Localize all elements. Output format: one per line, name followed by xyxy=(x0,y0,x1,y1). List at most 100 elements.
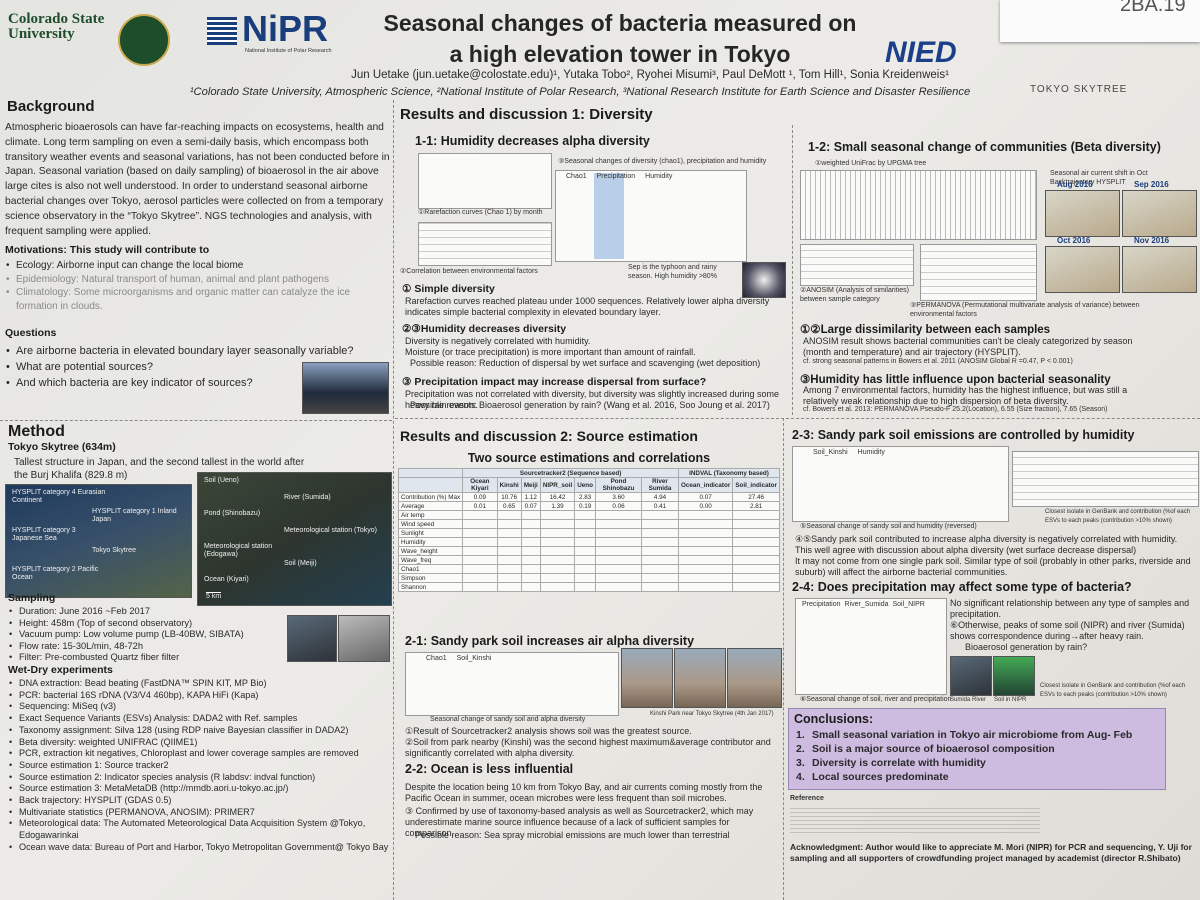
map-label: Ocean (Kiyari) xyxy=(204,576,249,584)
table-cell xyxy=(732,573,780,583)
skytree-logo: TOKYO SKYTREE xyxy=(1030,84,1128,95)
map-label: HYSPLIT category 2 Pacific Ocean xyxy=(12,565,99,581)
caption: Backtrajectory HYSPLIT xyxy=(1050,179,1126,186)
map-label: Pond (Shinobazu) xyxy=(204,510,261,518)
table-row: Wave_freq xyxy=(397,555,780,565)
table-cell xyxy=(539,582,576,592)
table-cell xyxy=(462,546,498,556)
heading: 2-4: Does precipitation may affect some … xyxy=(792,580,1132,594)
table-row: Wave_height xyxy=(397,546,780,556)
table-cell xyxy=(397,468,464,478)
table-cell xyxy=(594,582,643,592)
photo xyxy=(950,656,992,696)
legend-item: Soil in NIPR xyxy=(994,697,1027,703)
list-item: Filter: Pre-combusted Quartz fiber filte… xyxy=(8,652,283,664)
table-cell xyxy=(520,564,541,574)
trajectory-map xyxy=(1122,190,1197,237)
list-item: Source estimation 3: MetaMetaDB (http://… xyxy=(8,783,393,795)
table-group-header: INDVAL (Taxonomy based) xyxy=(677,468,781,478)
table-cell xyxy=(677,555,734,565)
paragraph: This well agree with discussion about al… xyxy=(795,545,1137,555)
heading: Motivations: This study will contribute … xyxy=(5,244,210,256)
table-cell xyxy=(397,477,464,493)
figure: Chao1 Precipitation Humidity xyxy=(555,170,747,262)
map-label: HYSPLIT category 4 Eurasian Continent xyxy=(12,489,106,504)
heading: ① Simple diversity xyxy=(402,283,495,295)
table-cell xyxy=(539,546,576,556)
figure xyxy=(1012,451,1199,507)
trajectory-map xyxy=(1122,246,1197,293)
table-cell xyxy=(677,519,734,529)
table-cell: 2.83 xyxy=(574,492,596,502)
list-item: Flow rate: 15-30L/min, 48-72h xyxy=(8,641,283,653)
motivations: Ecology: Airborne input can change the l… xyxy=(5,259,390,313)
paragraph: ④⑤Sandy park soil contributed to increas… xyxy=(795,534,1178,544)
legend: Precipitation River_Sumida Soil_NIPR xyxy=(802,601,942,610)
paragraph: Possible reason: Bioaerosol generation b… xyxy=(410,400,770,410)
list-item: Height: 458m (Top of second observatory) xyxy=(8,618,283,630)
legend: Chao1 Precipitation Humidity xyxy=(566,173,672,182)
table-cell xyxy=(574,555,596,565)
heading: 2-3: Sandy park soil emissions are contr… xyxy=(792,428,1135,442)
table-row: Ocean Kiyari Kinshi Meiji NIPR_soil Ueno Pond… xyxy=(397,477,780,493)
caption: Seasonal air current shift in Oct xyxy=(1050,170,1148,177)
map-label: Meteorological station (Edogawa) xyxy=(204,543,273,559)
paragraph: Despite the location being 10 km from To… xyxy=(405,782,763,803)
table-row-label: Shannon xyxy=(397,582,464,592)
table-row-label: Air temp xyxy=(397,510,464,520)
table-cell xyxy=(462,564,498,574)
table-cell: 4.94 xyxy=(641,492,679,502)
paragraph: It may not come from one single park soi… xyxy=(795,556,1191,577)
heading: ①②Large dissimilarity between each sampl… xyxy=(800,324,1051,336)
table-cell xyxy=(520,510,541,520)
table-column-header: Kinshi xyxy=(496,477,522,493)
map-title: Oct 2016 xyxy=(1057,236,1091,245)
divider xyxy=(393,100,394,900)
photo xyxy=(674,648,726,708)
legend-item: Soil_NIPR xyxy=(892,601,925,608)
table-cell: 10.76 xyxy=(496,492,522,502)
paragraph: ①Result of Sourcetracker2 analysis shows… xyxy=(405,726,692,736)
questions: Are airborne bacteria in elevated bounda… xyxy=(5,343,390,391)
legend-item: Sumida River xyxy=(950,697,987,703)
divider xyxy=(0,420,392,421)
table-cell: 0.19 xyxy=(574,501,596,511)
list-item: Local sources predominate xyxy=(796,770,949,784)
paragraph: ③ Confirmed by use of taxonomy-based ana… xyxy=(405,806,754,838)
photo-captions: Sumida River Soil in NIPR xyxy=(950,696,1040,705)
csu-logo: Colorado State University xyxy=(8,11,105,42)
map-right: Soil (Ueno) River (Sumida) Pond (Shinobazu… xyxy=(197,472,392,606)
map-label: HYSPLIT category 1 Inland Japan xyxy=(92,508,177,524)
map-label: Meteorological station (Tokyo) xyxy=(284,526,377,534)
photo xyxy=(727,648,782,708)
table-cell xyxy=(594,528,643,538)
table-row-label: Contribution (%) Max xyxy=(397,492,464,502)
table-cell: 0.06 xyxy=(594,501,643,511)
list-item: Beta diversity: weighted UNIFRAC (QIIME1… xyxy=(8,737,393,749)
table-cell xyxy=(496,573,522,583)
badge: 2BA.19 xyxy=(1000,0,1200,42)
list-item: Back trajectory: HYSPLIT (GDAS 0.5) xyxy=(8,795,393,807)
table-cell xyxy=(520,555,541,565)
table-cell xyxy=(574,582,596,592)
heading: Tokyo Skytree (634m) xyxy=(8,441,116,453)
note: Sep is the typhoon and rainy season. Hig… xyxy=(628,264,717,280)
table-cell xyxy=(641,573,679,583)
list-item: Source estimation 2: Indicator species a… xyxy=(8,772,393,784)
list-item: Are airborne bacteria in elevated bounda… xyxy=(5,343,390,359)
legend-item: Soil_Kinshi xyxy=(813,449,848,456)
divider xyxy=(783,418,784,900)
title: Seasonal changes of bacteria measured on… xyxy=(360,8,880,70)
table-cell: 2.81 xyxy=(732,501,780,511)
list-item: Duration: June 2016 ~Feb 2017 xyxy=(8,606,283,618)
table-row-label: Humidity xyxy=(397,537,464,547)
table-cell: 0.41 xyxy=(641,501,679,511)
table-cell xyxy=(641,555,679,565)
table-cell xyxy=(732,537,780,547)
trajectory-map xyxy=(1045,190,1120,237)
affiliations: ¹Colorado State University, Atmospheric … xyxy=(189,86,971,98)
legend: Chao1 Soil_Kinshi xyxy=(426,655,491,664)
table-cell xyxy=(520,519,541,529)
legend-item: Humidity xyxy=(645,173,673,180)
figure xyxy=(920,244,1037,301)
